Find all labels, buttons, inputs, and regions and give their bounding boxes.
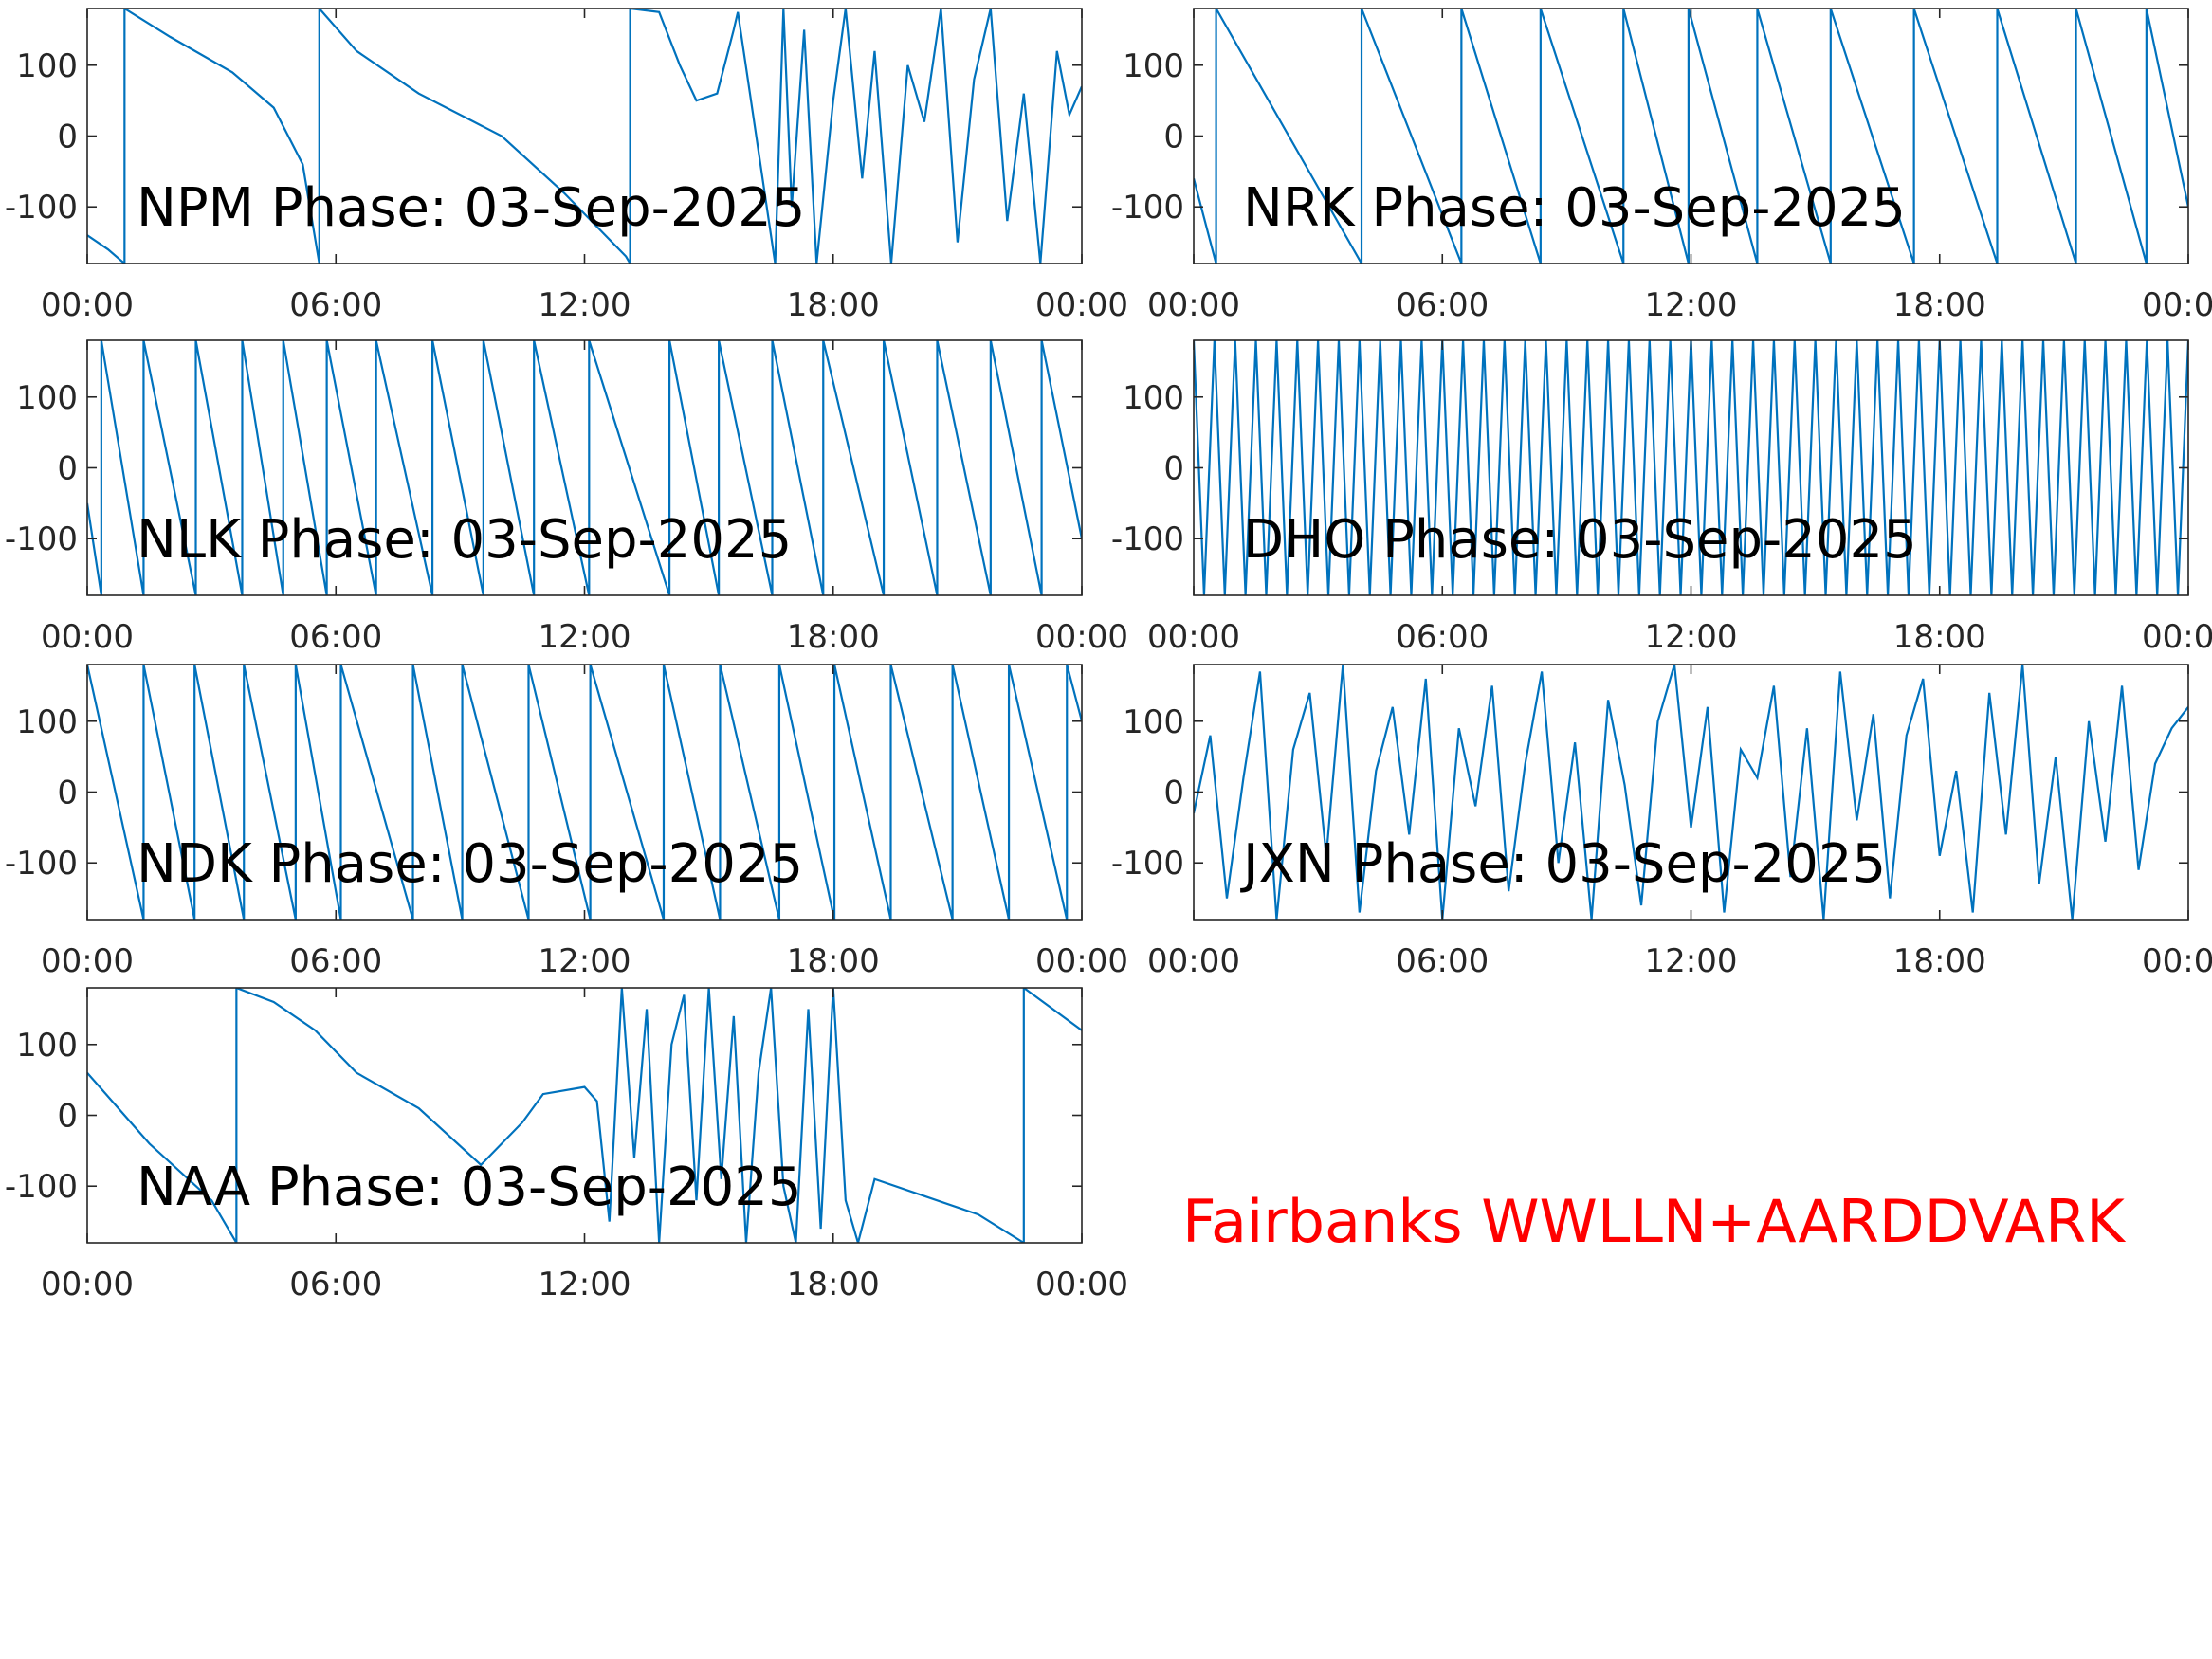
x-tick-label: 06:00	[1396, 286, 1489, 324]
panel-title: JXN Phase: 03-Sep-2025	[1240, 833, 1886, 895]
panel: -100 0 100 00:00 06:00 12:00 18:00 00:00 NLK Pha…	[5, 339, 1128, 656]
y-tick-label: 0	[57, 775, 78, 812]
x-tick-label: 00:00	[1147, 942, 1240, 980]
phase-line	[87, 988, 1082, 1243]
y-tick-label: -100	[1111, 520, 1184, 558]
panel-title: DHO Phase: 03-Sep-2025	[1243, 509, 1917, 571]
panel: -100 0 100 00:00 06:00 12:00 18:00 00:00 DHO Pha…	[1111, 339, 2212, 656]
x-tick-label: 00:00	[1035, 286, 1128, 324]
phase-line	[87, 665, 1082, 920]
x-tick-label: 18:00	[787, 286, 880, 324]
phase-line	[1194, 665, 2188, 920]
y-tick-label: 100	[16, 703, 78, 741]
x-tick-label: 00:00	[2142, 618, 2212, 656]
y-tick-label: -100	[5, 845, 78, 883]
x-tick-label: 00:00	[41, 942, 134, 980]
panel: -100 0 100 00:00 06:00 12:00 18:00 00:00 NDK Pha…	[5, 664, 1128, 980]
panel-title: NAA Phase: 03-Sep-2025	[137, 1157, 801, 1218]
y-tick-label: -100	[5, 1168, 78, 1206]
panel-title: NPM Phase: 03-Sep-2025	[137, 177, 805, 239]
y-tick-label: 100	[16, 47, 78, 85]
y-tick-label: 0	[1163, 450, 1184, 488]
x-tick-label: 00:00	[1147, 618, 1240, 656]
panel: -100 0 100 00:00 06:00 12:00 18:00 00:00 JXN Pha…	[1111, 664, 2212, 980]
x-tick-label: 12:00	[539, 618, 631, 656]
x-tick-label: 12:00	[1645, 618, 1738, 656]
x-tick-label: 00:00	[1035, 942, 1128, 980]
y-tick-label: 100	[1123, 47, 1184, 85]
x-tick-label: 18:00	[787, 942, 880, 980]
y-tick-label: 100	[1123, 703, 1184, 741]
y-tick-label: -100	[5, 520, 78, 558]
panel-title: NDK Phase: 03-Sep-2025	[137, 833, 803, 895]
y-tick-label: 100	[1123, 379, 1184, 417]
x-tick-label: 00:00	[41, 286, 134, 324]
x-tick-label: 12:00	[1645, 942, 1738, 980]
y-tick-label: 0	[57, 450, 78, 488]
x-tick-label: 06:00	[289, 942, 382, 980]
y-tick-label: -100	[5, 189, 78, 227]
x-tick-label: 00:00	[1035, 618, 1128, 656]
x-tick-label: 12:00	[1645, 286, 1738, 324]
panel: -100 0 100 00:00 06:00 12:00 18:00 00:00 NAA Pha…	[5, 987, 1128, 1304]
x-tick-label: 18:00	[787, 1266, 880, 1304]
x-tick-label: 00:00	[41, 618, 134, 656]
panel: -100 0 100 00:00 06:00 12:00 18:00 00:00 NRK Pha…	[1111, 8, 2212, 324]
x-tick-label: 00:00	[1147, 286, 1240, 324]
x-tick-label: 06:00	[289, 286, 382, 324]
x-tick-label: 06:00	[289, 1266, 382, 1304]
x-tick-label: 06:00	[1396, 942, 1489, 980]
y-tick-label: -100	[1111, 845, 1184, 883]
x-tick-label: 12:00	[539, 942, 631, 980]
panel: -100 0 100 00:00 06:00 12:00 18:00 00:00 NPM Pha…	[5, 8, 1128, 324]
x-tick-label: 06:00	[1396, 618, 1489, 656]
x-tick-label: 00:00	[41, 1266, 134, 1304]
y-tick-label: 0	[57, 118, 78, 156]
y-tick-label: 0	[1163, 775, 1184, 812]
panel-title: NLK Phase: 03-Sep-2025	[137, 509, 792, 571]
y-tick-label: 100	[16, 1027, 78, 1065]
x-tick-label: 18:00	[1893, 286, 1986, 324]
y-tick-label: 100	[16, 379, 78, 417]
x-tick-label: 00:00	[2142, 942, 2212, 980]
y-tick-label: 0	[1163, 118, 1184, 156]
x-tick-label: 12:00	[539, 1266, 631, 1304]
phase-line	[87, 9, 1082, 264]
panel-title: NRK Phase: 03-Sep-2025	[1243, 177, 1906, 239]
phase-line	[87, 340, 1082, 595]
phase-line	[1194, 9, 2188, 264]
x-tick-label: 00:00	[2142, 286, 2212, 324]
x-tick-label: 18:00	[787, 618, 880, 656]
x-tick-label: 18:00	[1893, 942, 1986, 980]
x-tick-label: 00:00	[1035, 1266, 1128, 1304]
y-tick-label: 0	[57, 1098, 78, 1136]
x-tick-label: 12:00	[539, 286, 631, 324]
x-tick-label: 18:00	[1893, 618, 1986, 656]
x-tick-label: 06:00	[289, 618, 382, 656]
annotation: Fairbanks WWLLN+AARDDVARK	[1182, 1187, 2126, 1256]
y-tick-label: -100	[1111, 189, 1184, 227]
